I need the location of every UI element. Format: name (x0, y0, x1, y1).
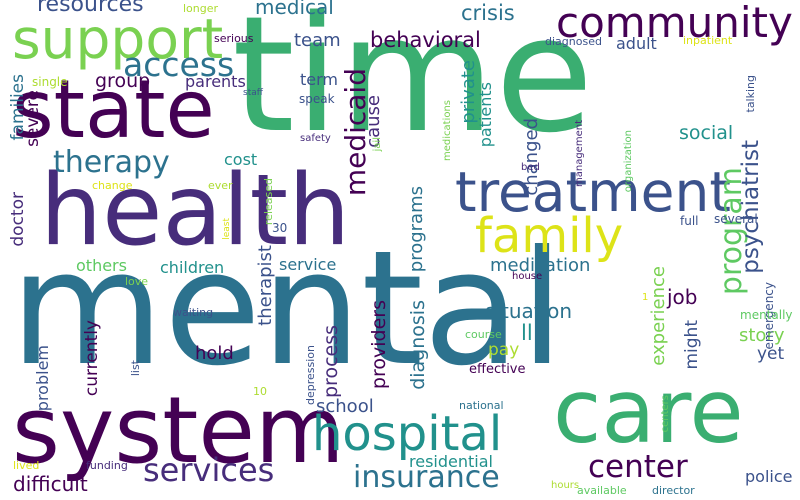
word-yet: yet (757, 344, 785, 364)
word-cost: cost (224, 150, 258, 169)
word-medical: medical (255, 0, 334, 19)
word-services: services (143, 451, 275, 489)
word-support: support (12, 7, 224, 71)
word-change: change (92, 179, 133, 192)
word-behavioral: behavioral (370, 28, 481, 52)
word-psychiatrist: psychiatrist (738, 140, 764, 274)
word-term: term (300, 70, 338, 89)
word-programs: programs (406, 186, 427, 273)
word-house: house (512, 271, 543, 282)
word-released: released (262, 178, 275, 226)
word-talking: talking (744, 75, 757, 113)
word-family: family (475, 208, 624, 264)
word-diagnosis: diagnosis (407, 300, 429, 390)
word-residential: residential (409, 452, 493, 471)
word-doctor: doctor (8, 192, 28, 247)
word-school: school (316, 396, 374, 417)
word-full: full (680, 214, 699, 228)
word-1: 1 (642, 292, 649, 303)
word-waiting: waiting (173, 306, 214, 319)
word-experience: experience (648, 266, 669, 366)
word-might: might (682, 320, 702, 370)
word-30: 30 (272, 221, 288, 235)
word-crisis: crisis (461, 1, 515, 25)
word-community: community (556, 0, 793, 47)
word-patients: patients (476, 82, 495, 148)
word-staff: staff (243, 88, 263, 98)
word-jail: jail (372, 137, 383, 152)
word-organization: organization (623, 130, 634, 193)
word-care: care (553, 360, 744, 463)
word-police: police (745, 467, 793, 486)
word-love: love (125, 275, 149, 288)
word-adult: adult (616, 34, 657, 53)
word-currently: currently (82, 320, 102, 397)
word-others: others (76, 256, 127, 275)
word-parents: parents (185, 72, 246, 91)
word-bed: bed (521, 162, 540, 173)
word-least: least (222, 218, 232, 240)
word-center: center (588, 449, 688, 485)
word-management: management (574, 120, 585, 187)
word-team: team (294, 30, 341, 51)
word-state: state (12, 63, 215, 156)
word-resources: resources (37, 0, 144, 17)
word-therapist: therapist (255, 245, 276, 326)
word-centers: centers (660, 395, 671, 433)
word-several: several (714, 212, 758, 226)
word-problem: problem (33, 345, 52, 412)
word-list: list (129, 360, 142, 377)
word-providers: providers (368, 300, 390, 390)
word-process: process (320, 325, 342, 399)
word-longer: longer (183, 2, 219, 15)
word-lived: lived (13, 459, 40, 472)
word-director: director (652, 484, 695, 497)
word-changed: changed (521, 118, 542, 196)
word-medications: medications (442, 100, 453, 162)
word-pay: pay (488, 340, 520, 360)
word-social: social (679, 122, 734, 144)
word-mentally: mentally (740, 308, 793, 322)
word-funding: funding (86, 459, 128, 472)
word-course: course (465, 328, 502, 341)
word-ever: ever (208, 179, 233, 192)
word-mental: mental (10, 217, 564, 401)
word-health: health (40, 154, 351, 268)
word-safety: safety (300, 133, 331, 144)
word-story: story (739, 325, 785, 346)
word-ll: ll (521, 321, 533, 345)
word-difficult: difficult (13, 472, 88, 496)
word-speak: speak (299, 92, 335, 106)
word-group: group (95, 70, 151, 92)
word-hospital: hospital (312, 406, 503, 462)
word-service: service (279, 255, 337, 274)
word-insurance: insurance (353, 460, 500, 495)
word-depression: depression (304, 345, 317, 406)
word-access: access (123, 45, 235, 84)
word-time: time (232, 0, 594, 168)
word-medication: medication (490, 255, 591, 276)
word-system: system (12, 377, 345, 484)
word-hold: hold (195, 343, 234, 364)
word-diagnosed: diagnosed (545, 35, 602, 48)
word-single: single (32, 75, 68, 89)
word-hours: hours (551, 480, 580, 491)
word-available: available (577, 484, 627, 497)
word-families: families (8, 74, 28, 141)
word-children: children (160, 258, 225, 277)
word-situation: situation (485, 299, 573, 323)
word-10: 10 (253, 385, 267, 398)
word-effective: effective (469, 362, 526, 377)
word-national: national (459, 399, 504, 412)
word-job: job (667, 285, 698, 309)
word-treatment: treatment (455, 160, 731, 224)
word-serious: serious (214, 32, 254, 45)
word-therapy: therapy (53, 145, 170, 180)
word-inpatient: inpatient (683, 34, 733, 47)
